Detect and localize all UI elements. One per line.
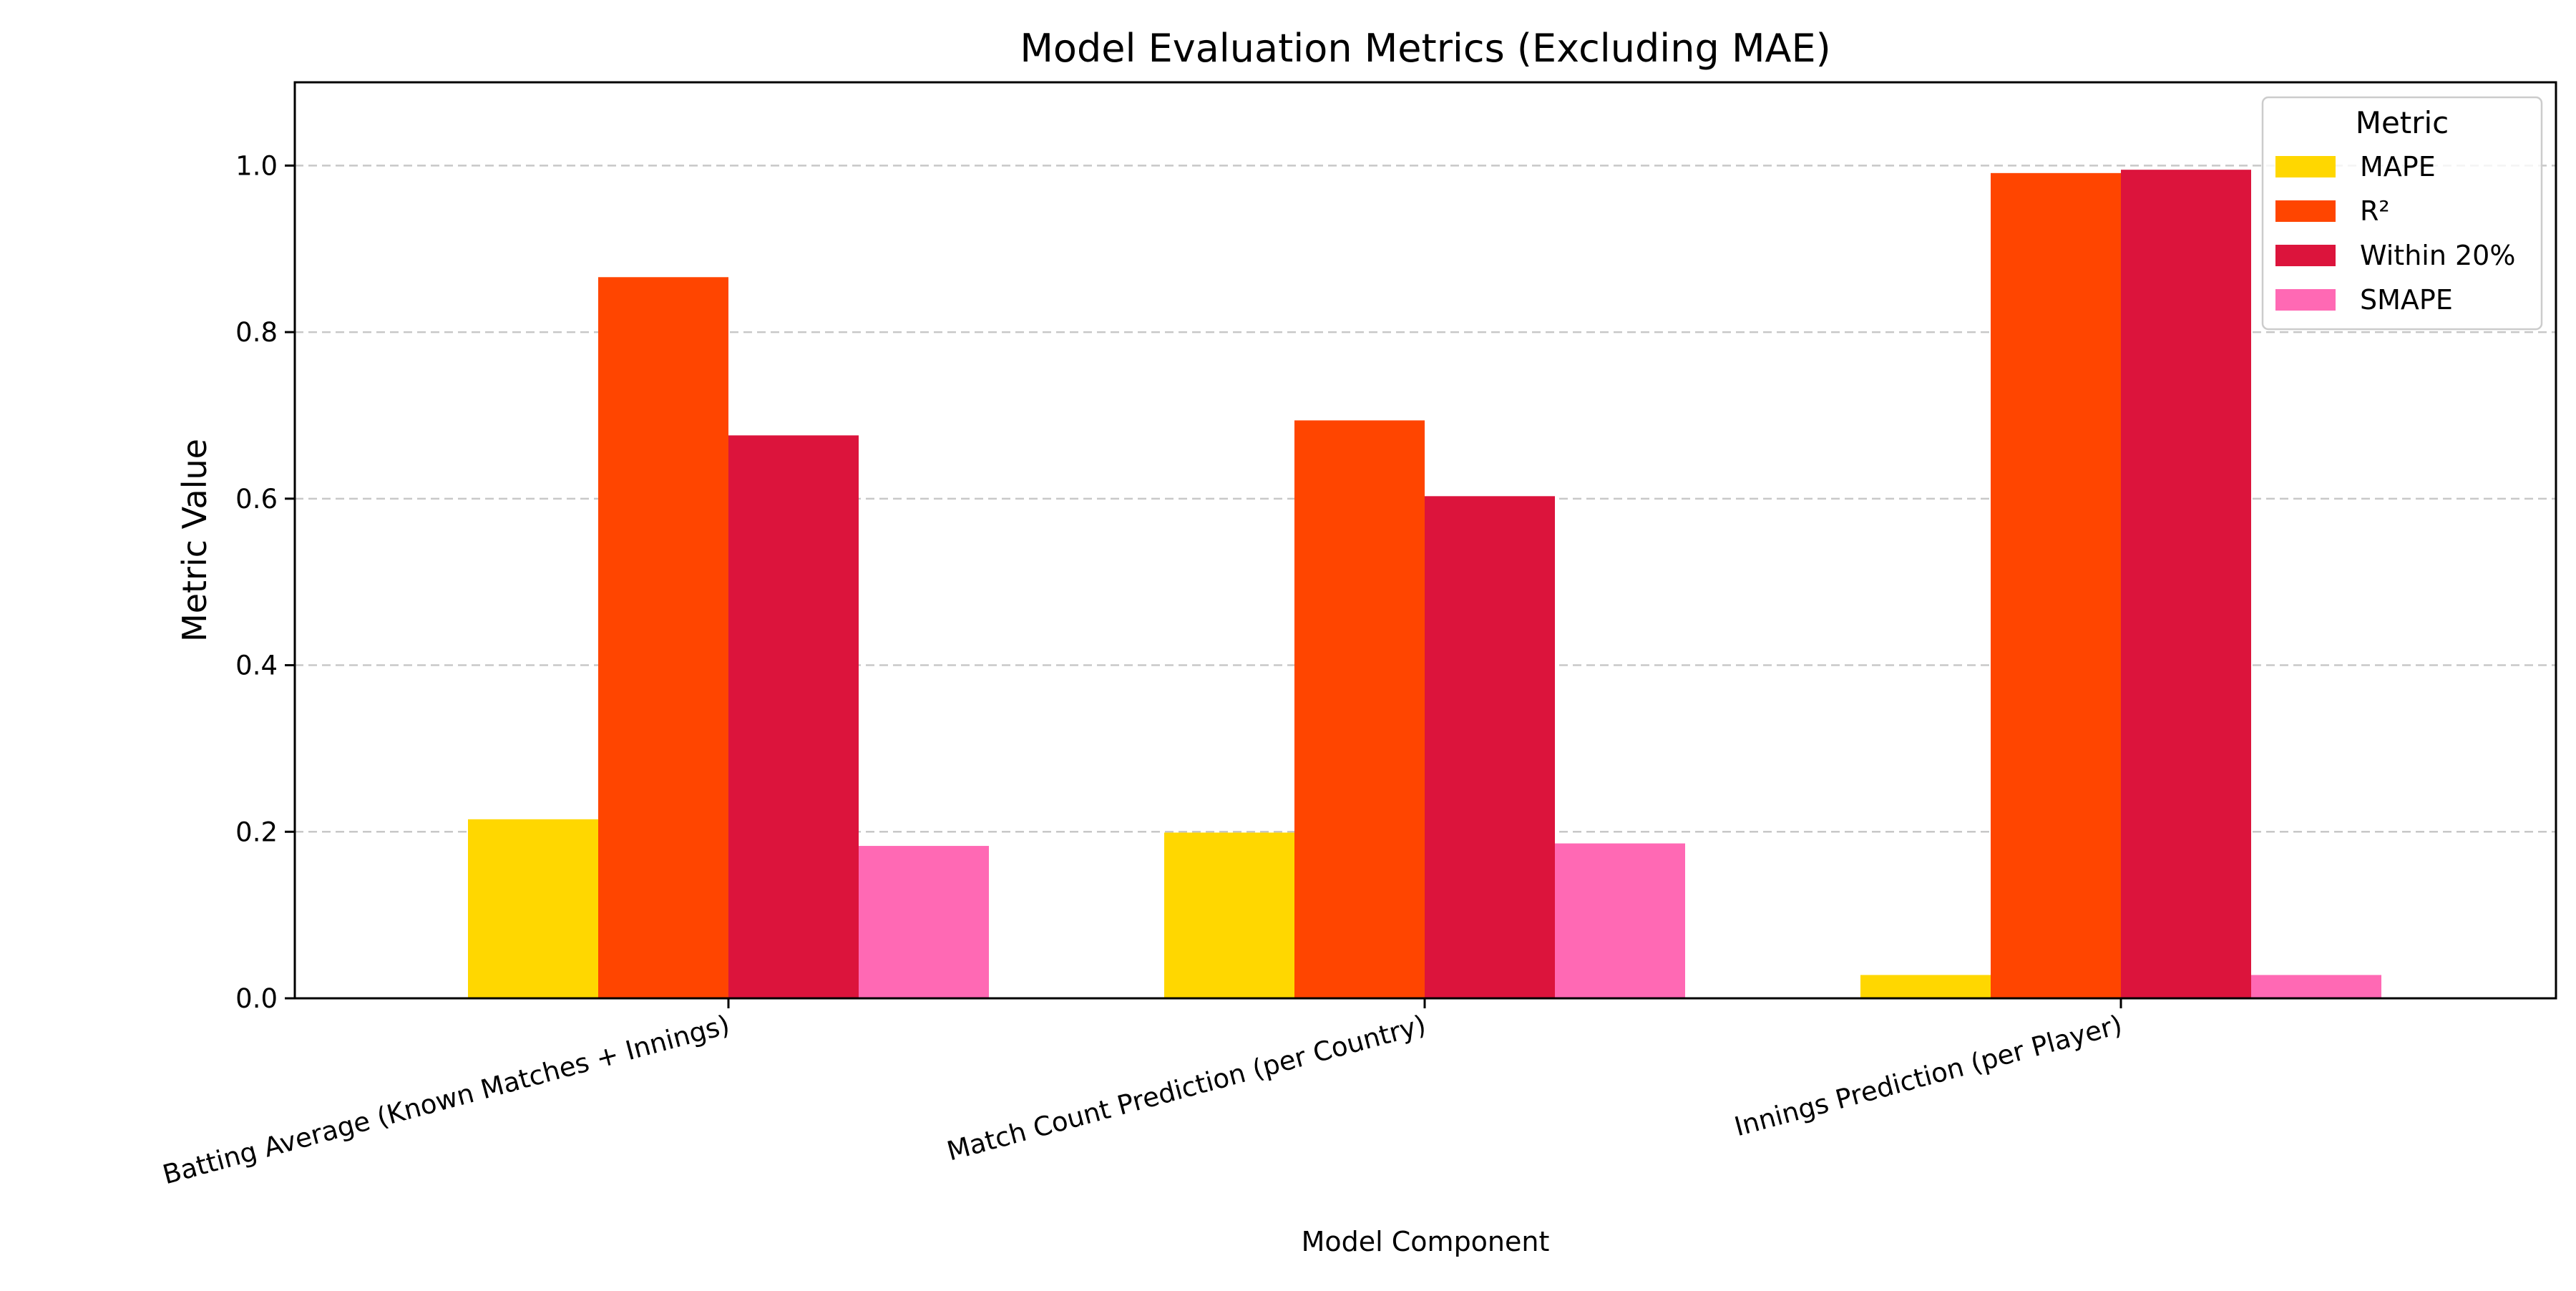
legend-label: SMAPE <box>2360 284 2453 316</box>
bar-smape <box>859 846 989 998</box>
bar-r- <box>1991 172 2121 998</box>
y-tick-label: 0.8 <box>235 317 278 348</box>
legend-label: R² <box>2360 195 2390 227</box>
x-axis-ticks: Batting Average (Known Matches + Innings… <box>160 998 2125 1190</box>
legend: Metric MAPE R² Within 20% SMAPE <box>2261 96 2543 331</box>
bars <box>468 170 2381 999</box>
legend-frame <box>2261 96 2543 331</box>
y-tick-label: 0.4 <box>235 651 278 681</box>
legend-entries: MAPE R² Within 20% SMAPE <box>2275 151 2515 316</box>
bar-mape <box>1164 832 1294 998</box>
bar-smape <box>2251 975 2381 998</box>
bar-within-20- <box>2121 170 2251 998</box>
bar-r- <box>1294 420 1425 998</box>
bar-within-20- <box>1425 496 1555 998</box>
x-tick-label: Innings Prediction (per Player) <box>1731 1009 2125 1142</box>
bar-smape <box>1555 843 1685 998</box>
x-tick-label: Match Count Prediction (per Country) <box>944 1009 1430 1166</box>
legend-label: Within 20% <box>2360 240 2515 271</box>
y-tick-label: 0.2 <box>235 817 278 847</box>
legend-swatch <box>2275 289 2336 311</box>
bar-mape <box>1860 975 1991 998</box>
legend-label: MAPE <box>2360 151 2436 182</box>
bar-r- <box>598 277 728 999</box>
y-tick-label: 0.0 <box>235 983 278 1014</box>
y-axis-label: Metric Value <box>175 439 214 642</box>
y-axis-ticks: 0.0 0.2 0.4 0.6 0.8 1.0 <box>235 150 295 1014</box>
legend-swatch <box>2275 156 2336 177</box>
chart-title: Model Evaluation Metrics (Excluding MAE) <box>1020 26 1830 71</box>
legend-swatch <box>2275 245 2336 266</box>
legend-swatch <box>2275 200 2336 222</box>
bar-mape <box>468 819 598 998</box>
x-axis-label: Model Component <box>1302 1226 1550 1257</box>
bar-within-20- <box>728 435 859 998</box>
y-tick-label: 1.0 <box>235 150 278 181</box>
x-tick-label: Batting Average (Known Matches + Innings… <box>160 1009 733 1190</box>
legend-title: Metric <box>2356 105 2449 140</box>
y-tick-label: 0.6 <box>235 484 278 515</box>
